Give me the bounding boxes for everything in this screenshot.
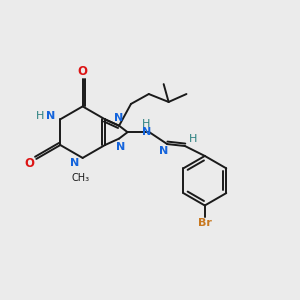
Text: N: N <box>142 127 151 137</box>
Text: O: O <box>24 158 34 170</box>
Text: H: H <box>36 111 45 121</box>
Text: N: N <box>70 158 79 168</box>
Text: CH₃: CH₃ <box>72 173 90 183</box>
Text: H: H <box>189 134 197 144</box>
Text: N: N <box>46 111 55 121</box>
Text: N: N <box>116 142 126 152</box>
Text: O: O <box>78 65 88 78</box>
Text: N: N <box>159 146 168 156</box>
Text: H: H <box>142 119 151 129</box>
Text: N: N <box>115 113 124 123</box>
Text: Br: Br <box>198 218 212 228</box>
